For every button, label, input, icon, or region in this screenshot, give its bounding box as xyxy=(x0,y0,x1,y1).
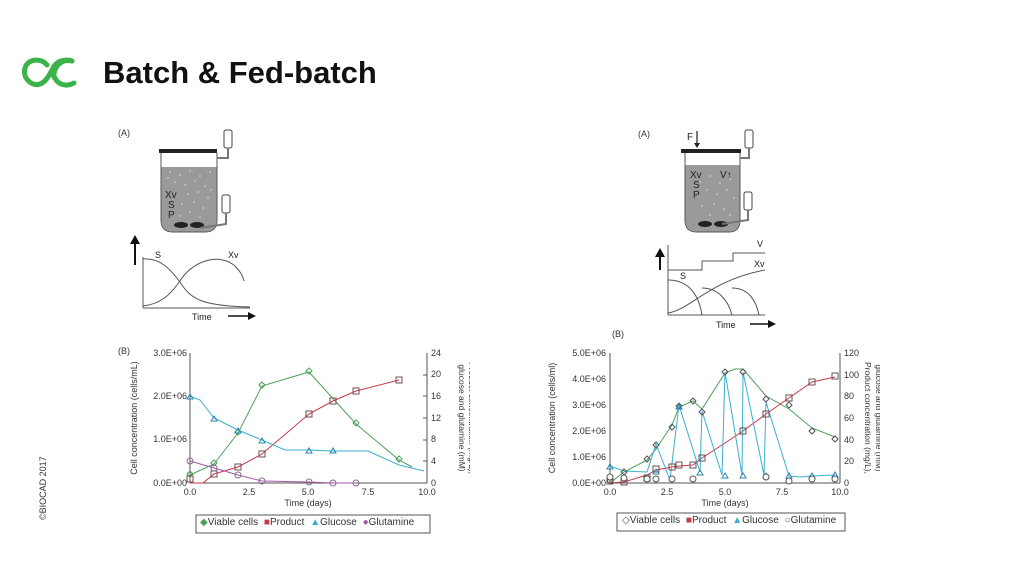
svg-text:2.0E+06: 2.0E+06 xyxy=(153,391,187,401)
svg-text:5.0: 5.0 xyxy=(719,487,732,497)
biocad-logo-icon xyxy=(21,57,77,88)
svg-text:Time: Time xyxy=(716,320,736,330)
svg-text:4.0E+06: 4.0E+06 xyxy=(572,374,606,384)
svg-text:Product concentration (mg/L),: Product concentration (mg/L), xyxy=(467,362,470,474)
svg-text:20: 20 xyxy=(431,369,441,379)
svg-text:Time: Time xyxy=(192,312,212,322)
svg-text:2.5: 2.5 xyxy=(661,487,674,497)
svg-text:Cell concentration (cells/mL): Cell concentration (cells/mL) xyxy=(129,361,139,475)
svg-text:100: 100 xyxy=(844,370,859,380)
svg-text:V↑: V↑ xyxy=(720,170,732,181)
svg-text:0: 0 xyxy=(844,478,849,488)
svg-text:Xv: Xv xyxy=(165,190,177,201)
svg-text:40: 40 xyxy=(844,435,854,445)
svg-text:2.0E+06: 2.0E+06 xyxy=(572,426,606,436)
svg-text:Xv: Xv xyxy=(690,170,702,181)
svg-text:S: S xyxy=(693,180,700,191)
svg-text:Product concentration (mg/L),: Product concentration (mg/L), xyxy=(863,362,873,474)
svg-text:20: 20 xyxy=(844,456,854,466)
svg-text:Time (days): Time (days) xyxy=(701,498,748,508)
svg-text:12: 12 xyxy=(431,413,441,423)
svg-text:glucose and glutamine (mM): glucose and glutamine (mM) xyxy=(457,364,467,471)
fed-batch-legend: ◇Viable cells ■Product ▲Glucose ○Glutami… xyxy=(622,515,837,526)
svg-text:P: P xyxy=(168,210,175,221)
svg-text:60: 60 xyxy=(844,413,854,423)
svg-text:120: 120 xyxy=(844,348,859,358)
svg-text:S: S xyxy=(155,250,161,260)
svg-text:0.0: 0.0 xyxy=(184,487,197,497)
svg-text:0.0E+00: 0.0E+00 xyxy=(153,478,187,488)
svg-text:5.0: 5.0 xyxy=(302,487,315,497)
svg-text:1.0E+06: 1.0E+06 xyxy=(572,452,606,462)
svg-text:7.5: 7.5 xyxy=(776,487,789,497)
svg-text:0: 0 xyxy=(431,478,436,488)
fed-batch-chart: (B) 5.0E+06 4.0E+06 3.0E+06 2.0E+06 1.0E+06 0… xyxy=(547,329,880,532)
svg-text:Cell concentration (cells/ml): Cell concentration (cells/ml) xyxy=(547,363,557,474)
svg-text:3.0E+06: 3.0E+06 xyxy=(572,400,606,410)
batch-diagram: (A) Xv S P S Xv Time xyxy=(118,128,256,322)
svg-text:S: S xyxy=(680,271,686,281)
copyright-text: ©BIOCAD 2017 xyxy=(38,456,48,520)
svg-text:V: V xyxy=(757,239,763,249)
svg-text:10.0: 10.0 xyxy=(831,487,849,497)
svg-text:7.5: 7.5 xyxy=(362,487,375,497)
slide-title: Batch & Fed-batch xyxy=(103,55,377,90)
svg-text:5.0E+06: 5.0E+06 xyxy=(572,348,606,358)
svg-text:F: F xyxy=(687,132,693,143)
batch-chart: (B) 3.0E+06 2.0E+06 1.0E+06 0.0E+00 24 20 16 1… xyxy=(118,346,470,534)
svg-text:8: 8 xyxy=(431,434,436,444)
svg-text:Xv: Xv xyxy=(754,259,765,269)
svg-text:(B): (B) xyxy=(612,329,624,339)
svg-text:glucose and glutamine (mM): glucose and glutamine (mM) xyxy=(874,364,880,471)
svg-text:0.0: 0.0 xyxy=(604,487,617,497)
svg-text:4: 4 xyxy=(431,456,436,466)
svg-text:(B): (B) xyxy=(118,346,130,356)
svg-text:Xv: Xv xyxy=(228,250,239,260)
svg-text:Time (days): Time (days) xyxy=(284,498,331,508)
svg-text:24: 24 xyxy=(431,348,441,358)
svg-text:0.0E+00: 0.0E+00 xyxy=(572,478,606,488)
batch-legend: ◆Viable cells ■Product ▲Glucose ●Glutami… xyxy=(200,517,415,528)
svg-text:(A): (A) xyxy=(638,129,650,139)
svg-text:80: 80 xyxy=(844,391,854,401)
fed-batch-diagram: (A) F Xv S P V↑ V Xv S Time xyxy=(638,129,776,330)
svg-text:16: 16 xyxy=(431,391,441,401)
svg-text:S: S xyxy=(168,200,175,211)
svg-text:P: P xyxy=(693,190,700,201)
panel-label-a: (A) xyxy=(118,128,130,138)
svg-text:2.5: 2.5 xyxy=(243,487,256,497)
svg-text:1.0E+06: 1.0E+06 xyxy=(153,434,187,444)
svg-text:3.0E+06: 3.0E+06 xyxy=(153,348,187,358)
svg-text:10.0: 10.0 xyxy=(418,487,436,497)
